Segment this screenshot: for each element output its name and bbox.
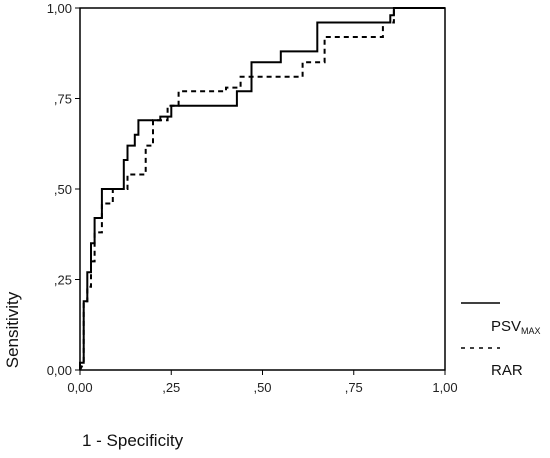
x-tick-label: ,25 [162, 380, 180, 395]
y-axis-ticks: 0,00 ,25 ,50 ,75 1,00 [47, 1, 80, 378]
y-tick-label: 0,00 [47, 363, 72, 378]
x-tick-label: ,75 [345, 380, 363, 395]
legend-label-psv: PSVMAX [491, 318, 541, 336]
y-tick-label: ,25 [54, 273, 72, 288]
series-layer [79, 7, 445, 371]
series-line-psv [79, 7, 445, 370]
x-axis-title: 1 - Specificity [82, 431, 184, 450]
y-tick-label: 1,00 [47, 1, 72, 16]
x-tick-label: 1,00 [432, 380, 457, 395]
x-tick-label: 0,00 [67, 380, 92, 395]
y-tick-label: ,50 [54, 182, 72, 197]
legend-label-rar: RAR [491, 362, 523, 379]
y-tick-label: ,75 [54, 92, 72, 107]
legend: PSVMAX RAR [461, 302, 541, 379]
x-axis-ticks: 0,00 ,25 ,50 ,75 1,00 [67, 370, 458, 395]
series-line-rar [79, 7, 445, 371]
y-axis-title: Sensitivity [3, 291, 22, 368]
x-tick-label: ,50 [253, 380, 271, 395]
